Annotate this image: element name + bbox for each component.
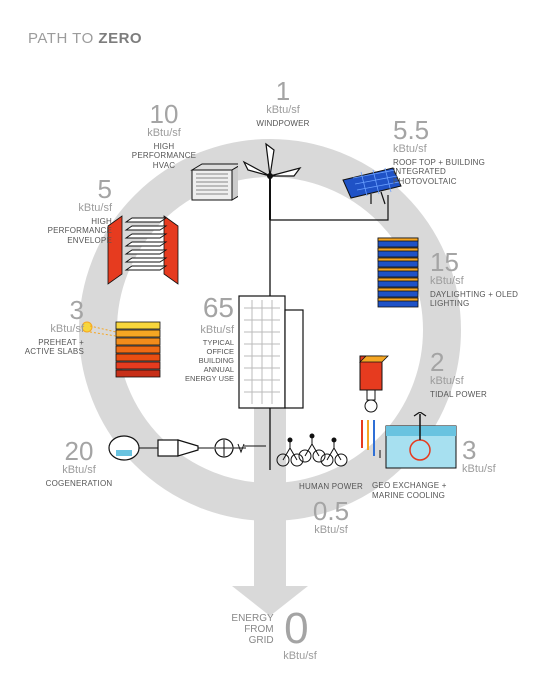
desc-pv: ROOF TOP + BUILDING INTEGRATED PHOTOVOLT… xyxy=(393,158,503,187)
center-desc: TYPICAL OFFICE BUILDING ANNUAL ENERGY US… xyxy=(174,338,234,383)
value-hvac: 10 xyxy=(124,101,204,128)
title-path: PATH TO xyxy=(28,30,94,47)
entry-hvac: 10 kBtu/sf HIGH PERFORMANCE HVAC xyxy=(124,101,204,171)
value-cogen: 20 xyxy=(44,438,114,465)
unit-envelope: kBtu/sf xyxy=(40,203,112,215)
entry-human: 0.5 kBtu/sf xyxy=(296,498,366,537)
unit-daylight: kBtu/sf xyxy=(430,276,520,288)
zero-label: ENERGYFROMGRID xyxy=(231,613,273,646)
value-geo: 3 xyxy=(462,437,512,464)
entry-preheat: 3 kBtu/sf PREHEAT + ACTIVE SLABS xyxy=(20,297,84,357)
zero-block: ENERGYFROMGRID 0 kBtu/sf xyxy=(170,604,370,662)
unit-pv: kBtu/sf xyxy=(393,144,503,156)
desc-hvac: HIGH PERFORMANCE HVAC xyxy=(124,142,204,171)
zero-unit: kBtu/sf xyxy=(230,650,370,662)
desc-preheat: PREHEAT + ACTIVE SLABS xyxy=(20,338,84,357)
oled-stack-icon xyxy=(374,234,428,314)
unit-cogen: kBtu/sf xyxy=(44,465,114,477)
building-icon xyxy=(238,286,304,410)
unit-human: kBtu/sf xyxy=(296,525,366,537)
entry-daylight: 15 kBtu/sf DAYLIGHTING + OLED LIGHTING xyxy=(430,249,520,309)
desc-tidal: TIDAL POWER xyxy=(430,390,510,400)
value-windpower: 1 xyxy=(253,78,313,105)
desc-geo: GEO EXCHANGE + MARINE COOLING xyxy=(372,481,468,500)
unit-tidal: kBtu/sf xyxy=(430,376,510,388)
value-tidal: 2 xyxy=(430,349,510,376)
diagram-stage: PATH TO ZERO 65 kBtu/sf TYPICAL OFFICE B… xyxy=(0,0,541,700)
sun-rays-icon xyxy=(90,322,120,342)
center-value: 65 xyxy=(174,292,234,324)
unit-hvac: kBtu/sf xyxy=(124,128,204,140)
turbine-icon xyxy=(232,140,312,220)
unit-preheat: kBtu/sf xyxy=(20,324,84,336)
desc-windpower: WINDPOWER xyxy=(253,119,313,129)
desc-cogen: COGENERATION xyxy=(44,479,114,489)
marine-cooling-icon xyxy=(384,412,460,474)
page-title: PATH TO ZERO xyxy=(28,30,142,47)
center-unit: kBtu/sf xyxy=(174,324,234,336)
entry-windpower: 1 kBtu/sf WINDPOWER xyxy=(253,78,313,128)
envelope-panels-icon xyxy=(106,210,184,292)
center-value-block: 65 kBtu/sf TYPICAL OFFICE BUILDING ANNUA… xyxy=(174,292,234,383)
zero-value: 0 xyxy=(284,604,308,654)
entry-cogen: 20 kBtu/sf COGENERATION xyxy=(44,438,114,488)
desc-human: HUMAN POWER xyxy=(296,482,366,492)
value-daylight: 15 xyxy=(430,249,520,276)
entry-pv: 5.5 kBtu/sf ROOF TOP + BUILDING INTEGRAT… xyxy=(393,117,503,187)
zero-label-text: ENERGYFROMGRID xyxy=(231,613,273,646)
entry-envelope: 5 kBtu/sf HIGH PERFORMANCE ENVELOPE xyxy=(40,176,112,246)
unit-geo: kBtu/sf xyxy=(462,464,512,476)
entry-geo: 3 kBtu/sf xyxy=(462,437,512,476)
entry-geo-desc: GEO EXCHANGE + MARINE COOLING xyxy=(372,479,468,500)
entry-human-desc: HUMAN POWER xyxy=(296,480,366,492)
cogen-icon xyxy=(106,428,248,468)
desc-daylight: DAYLIGHTING + OLED LIGHTING xyxy=(430,290,520,309)
value-envelope: 5 xyxy=(40,176,112,203)
human-power-icon xyxy=(275,432,357,472)
unit-windpower: kBtu/sf xyxy=(253,105,313,117)
value-pv: 5.5 xyxy=(393,117,503,144)
value-preheat: 3 xyxy=(20,297,84,324)
entry-tidal: 2 kBtu/sf TIDAL POWER xyxy=(430,349,510,399)
title-zero: ZERO xyxy=(98,30,142,47)
desc-envelope: HIGH PERFORMANCE ENVELOPE xyxy=(40,217,112,246)
value-human: 0.5 xyxy=(296,498,366,525)
